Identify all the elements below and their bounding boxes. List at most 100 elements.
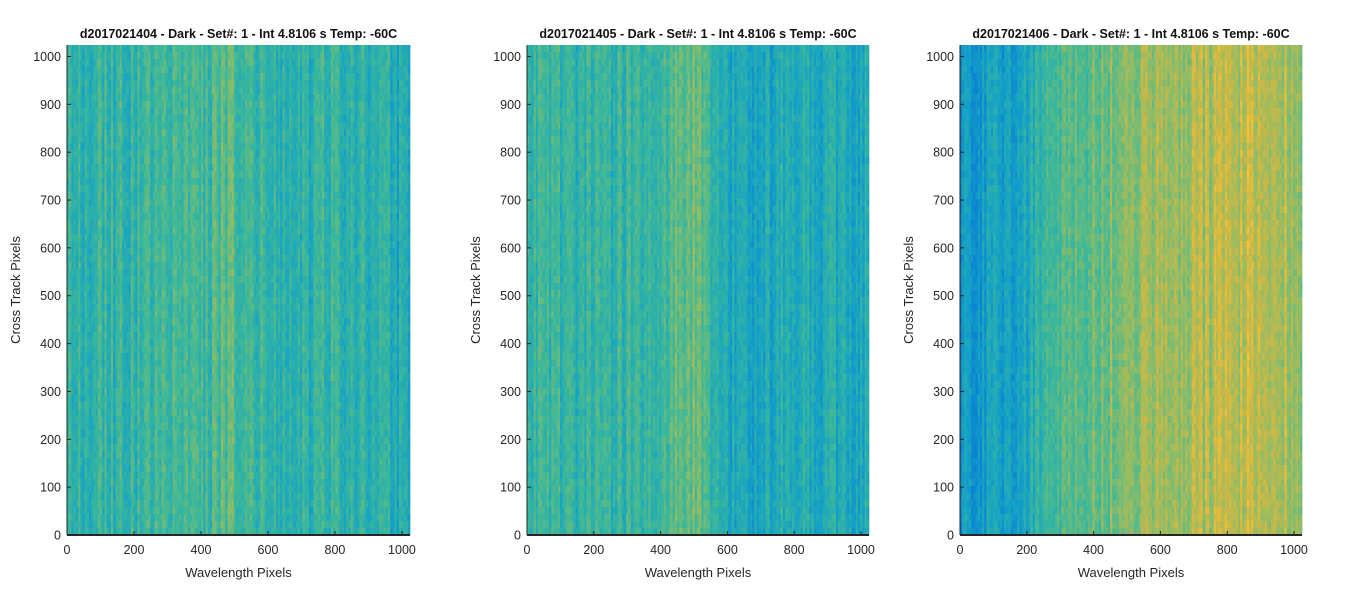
heatmap-cell [163, 402, 167, 410]
heatmap-cell [161, 115, 165, 123]
heatmap-cell [135, 136, 138, 144]
heatmap-cell [170, 206, 173, 214]
heatmap-cell [113, 178, 116, 186]
heatmap-cell [67, 451, 70, 459]
heatmap-cell [119, 45, 123, 53]
heatmap-cell [179, 248, 182, 256]
heatmap-cell [220, 458, 224, 466]
heatmap-cell [139, 430, 143, 438]
heatmap-cell [75, 423, 79, 431]
heatmap-cell [146, 430, 149, 438]
heatmap-cell [93, 423, 96, 431]
heatmap-cell [207, 192, 211, 200]
heatmap-cell [104, 416, 107, 424]
heatmap-cell [130, 108, 134, 116]
heatmap-cell [174, 108, 178, 116]
heatmap-cell [113, 87, 116, 95]
heatmap-cell [172, 52, 176, 60]
heatmap-cell [212, 234, 215, 242]
heatmap-cell [115, 325, 118, 333]
heatmap-cell [165, 227, 169, 235]
heatmap-cell [152, 437, 156, 445]
heatmap-cell [130, 332, 134, 340]
heatmap-cell [69, 283, 72, 291]
heatmap-cell [135, 171, 138, 179]
heatmap-cell [104, 101, 107, 109]
heatmap-cell [198, 241, 202, 249]
heatmap-cell [207, 129, 211, 137]
heatmap-cell [113, 486, 116, 494]
heatmap-cell [69, 206, 72, 214]
heatmap-cell [139, 108, 143, 116]
heatmap-cell [170, 402, 173, 410]
heatmap-cell [132, 332, 136, 340]
heatmap-cell [97, 241, 101, 249]
heatmap-cell [170, 73, 173, 81]
heatmap-cell [157, 325, 160, 333]
heatmap-cell [181, 101, 184, 109]
heatmap-cell [185, 346, 189, 354]
heatmap-cell [132, 297, 136, 305]
heatmap-cell [130, 465, 134, 473]
heatmap-cell [190, 248, 193, 256]
heatmap-cell [126, 297, 129, 305]
heatmap-cell [102, 339, 105, 347]
heatmap-cell [220, 290, 224, 298]
heatmap-cell [84, 521, 88, 529]
heatmap-cell [106, 248, 110, 256]
heatmap-cell [154, 220, 158, 228]
heatmap-cell [117, 360, 121, 368]
heatmap-cell [159, 80, 162, 88]
heatmap-cell [157, 150, 160, 158]
heatmap-cell [91, 185, 94, 193]
heatmap-cell [126, 332, 129, 340]
heatmap-cell [154, 276, 158, 284]
heatmap-cell [216, 325, 220, 333]
heatmap-cell [75, 409, 79, 417]
heatmap-cell [170, 304, 173, 312]
heatmap-cell [190, 346, 193, 354]
heatmap-cell [183, 269, 187, 277]
heatmap-cell [214, 150, 217, 158]
heatmap-cell [161, 234, 165, 242]
heatmap-cell [205, 500, 209, 508]
heatmap-cell [139, 528, 143, 536]
heatmap-cell [82, 255, 85, 263]
heatmap-cell [148, 367, 151, 375]
heatmap-cell [75, 472, 79, 480]
heatmap-cell [194, 136, 198, 144]
heatmap-cell [161, 472, 165, 480]
heatmap-cell [148, 94, 151, 102]
heatmap-cell [82, 304, 85, 312]
heatmap-cell [73, 346, 77, 354]
heatmap-cell [119, 339, 123, 347]
heatmap-cell [159, 227, 162, 235]
heatmap-cell [126, 59, 129, 67]
heatmap-cell [218, 381, 222, 389]
heatmap-cell [143, 297, 147, 305]
heatmap-cell [183, 325, 187, 333]
heatmap-cell [194, 94, 198, 102]
heatmap-cell [148, 479, 151, 487]
heatmap-cell [196, 465, 200, 473]
heatmap-cell [117, 136, 121, 144]
heatmap-cell [113, 129, 116, 137]
heatmap-cell [104, 248, 107, 256]
heatmap-cell [181, 444, 184, 452]
heatmap-cell [154, 318, 158, 326]
heatmap-cell [165, 395, 169, 403]
heatmap-cell [165, 108, 169, 116]
heatmap-cell [216, 374, 220, 382]
heatmap-cell [132, 409, 136, 417]
heatmap-cell [110, 108, 114, 116]
heatmap-cell [95, 66, 99, 74]
heatmap-cell [139, 66, 143, 74]
heatmap-cell [71, 94, 74, 102]
heatmap-cell [130, 248, 134, 256]
heatmap-cell [67, 171, 70, 179]
heatmap-cell [77, 87, 81, 95]
heatmap-cell [104, 87, 107, 95]
heatmap-cell [88, 493, 92, 501]
heatmap-cell [216, 248, 220, 256]
heatmap-cell [165, 304, 169, 312]
